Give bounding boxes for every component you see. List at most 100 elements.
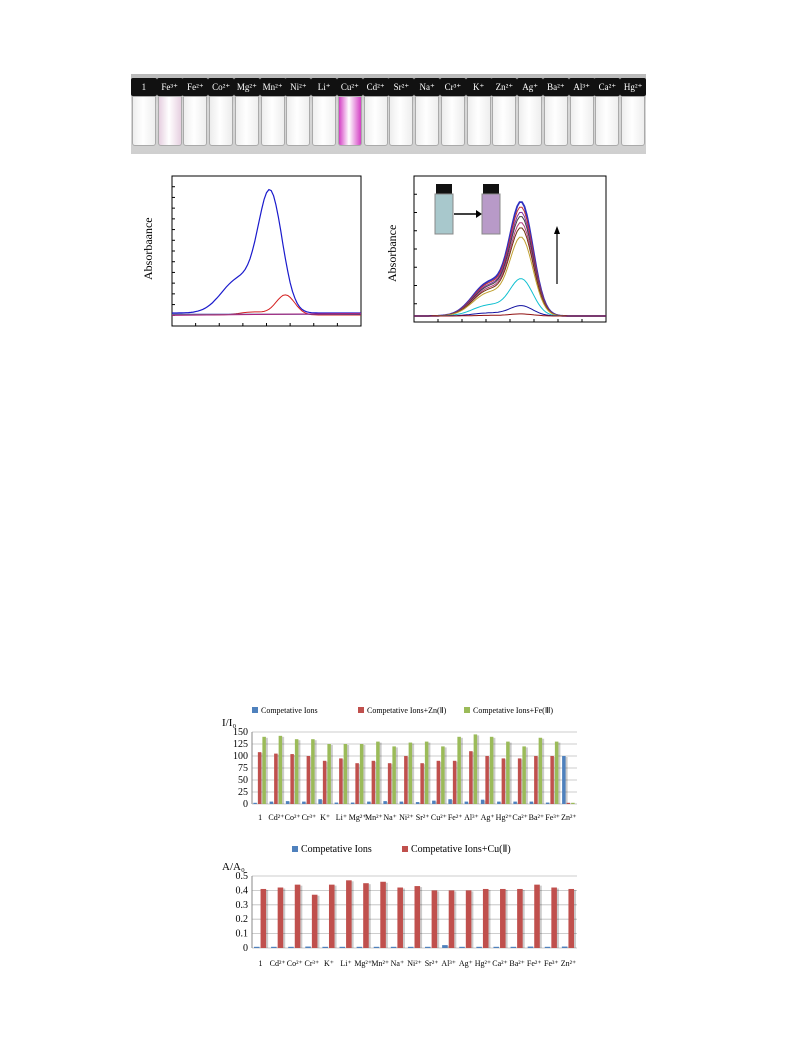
vial-label: Hg²⁺ <box>620 78 646 96</box>
y-axis-label: Absorbaance <box>141 217 155 280</box>
bar <box>534 756 538 804</box>
bar <box>290 754 294 804</box>
vial: Co²⁺ <box>208 78 235 150</box>
bar <box>302 801 306 804</box>
vial-solution <box>415 96 440 146</box>
vial-solution <box>389 96 414 146</box>
bar-shade <box>347 745 350 804</box>
y-tick-label: 50 <box>238 775 248 786</box>
spectrum-line <box>172 188 361 314</box>
bar <box>482 888 489 948</box>
bar <box>513 801 517 804</box>
bar-shade <box>379 742 382 804</box>
bar-shade <box>539 885 542 948</box>
legend-label: Competative Ions+Cu(Ⅱ) <box>411 844 511 855</box>
bar <box>415 802 420 804</box>
y-tick-label: 0.1 <box>236 929 249 940</box>
x-tick-label: Co²⁺ <box>285 813 301 822</box>
bar <box>441 746 445 804</box>
bar <box>350 802 355 804</box>
bar-shade <box>395 747 398 804</box>
bar <box>431 890 438 948</box>
plot-frame <box>171 175 362 327</box>
vial-label: Fe²⁺ <box>182 78 209 96</box>
bar <box>339 946 346 948</box>
bar <box>376 741 380 804</box>
bar <box>359 744 364 804</box>
bar <box>457 736 461 804</box>
bar-shade <box>471 891 474 948</box>
vial-solution <box>131 96 156 146</box>
x-tick-label: K⁺ <box>324 959 334 968</box>
y-tick-label: 0 <box>243 799 248 810</box>
vial: Fe³⁺ <box>156 78 183 150</box>
bar-shade <box>363 745 366 804</box>
bar-shade <box>412 743 415 804</box>
x-tick-label: Mg²⁺ <box>349 813 367 822</box>
bar <box>343 744 348 804</box>
bar <box>497 801 501 804</box>
vial-label: Zn²⁺ <box>491 78 518 96</box>
bar <box>420 763 424 804</box>
bar <box>469 751 473 804</box>
legend-swatch <box>252 707 258 713</box>
x-tick-label: Fe²⁺ <box>448 813 463 822</box>
bar-shade <box>298 740 301 804</box>
bar <box>262 736 266 804</box>
bar <box>485 756 489 804</box>
bar-shade <box>460 737 463 804</box>
bar-shade <box>314 740 317 804</box>
bar <box>305 946 311 948</box>
bar <box>561 946 568 948</box>
spectrum-line <box>171 312 362 316</box>
legend-label: Competative Ions <box>301 844 372 855</box>
vial-solution <box>466 96 491 146</box>
x-tick-label: Co²⁺ <box>287 959 303 968</box>
bar <box>562 756 566 804</box>
bar <box>538 737 543 804</box>
bar <box>527 946 534 948</box>
vial: K⁺ <box>465 78 492 150</box>
bar <box>288 946 294 948</box>
x-tick-label: Na⁺ <box>383 813 397 822</box>
bar <box>476 946 482 948</box>
legend-swatch <box>292 846 298 852</box>
bar-shade <box>574 889 577 948</box>
legend-label: Competative Ions+Fe(Ⅲ) <box>473 706 553 715</box>
bar-shade <box>444 747 447 804</box>
bar <box>501 758 506 804</box>
legend-label: Competative Ions+Zn(Ⅱ) <box>367 706 447 715</box>
y-axis-label: I/I₀ <box>222 717 236 729</box>
vial-solution <box>569 96 594 146</box>
x-tick-label: Cr³⁺ <box>302 813 317 822</box>
x-tick-label: Na⁺ <box>391 959 405 968</box>
x-tick-label: Cd²⁺ <box>270 959 286 968</box>
bar <box>363 883 369 948</box>
bar <box>327 744 331 804</box>
vial-solution <box>543 96 568 146</box>
bar-shade <box>351 881 354 948</box>
bar <box>311 739 315 804</box>
vial: Mn²⁺ <box>259 78 286 150</box>
spectrum-line <box>414 278 606 317</box>
y-tick-label: 0.4 <box>236 885 249 896</box>
bar-shade <box>403 802 406 804</box>
bar <box>489 736 494 804</box>
bar <box>571 802 575 804</box>
x-tick-label: Fe²⁺ <box>527 959 542 968</box>
bar <box>517 888 523 948</box>
vial-label: Cr³⁺ <box>439 78 466 96</box>
bar <box>328 884 335 948</box>
bar-shade <box>493 737 496 804</box>
bar-shade <box>556 888 559 948</box>
bar-shade <box>451 800 454 804</box>
bar <box>390 946 397 948</box>
x-tick-label: Ba²⁺ <box>509 959 525 968</box>
vial: Na⁺ <box>414 78 441 150</box>
vial-solution <box>621 96 646 146</box>
vial: Li⁺ <box>311 78 338 150</box>
inset-vial-cap-after <box>483 184 499 194</box>
x-tick-label: Li⁺ <box>336 813 347 822</box>
bar <box>448 890 455 948</box>
bar-shade <box>282 736 285 804</box>
